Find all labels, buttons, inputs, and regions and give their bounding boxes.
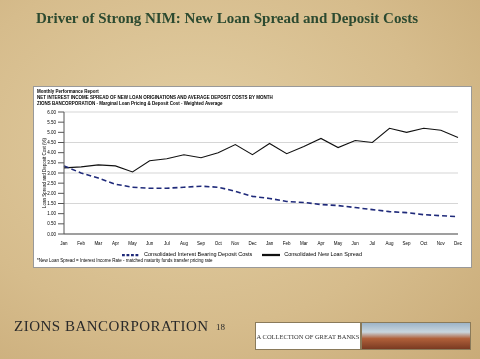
svg-text:Mar: Mar bbox=[94, 241, 102, 246]
svg-text:2.50: 2.50 bbox=[47, 181, 56, 186]
svg-text:Oct: Oct bbox=[420, 241, 428, 246]
html-text:ZIONS BANCORPORATION: ZIONS BANCORPORATION bbox=[14, 318, 209, 334]
html-text:Consolidated New Loan Spread: Consolidated New Loan Spread bbox=[284, 251, 362, 258]
svg-text:3.00: 3.00 bbox=[47, 171, 56, 176]
svg-text:0.00: 0.00 bbox=[47, 232, 56, 237]
svg-text:0.50: 0.50 bbox=[47, 221, 56, 226]
svg-text:Mar: Mar bbox=[300, 241, 308, 246]
svg-text:Jan: Jan bbox=[266, 241, 274, 246]
svg-text:Apr: Apr bbox=[317, 241, 325, 246]
svg-text:2.00: 2.00 bbox=[47, 191, 56, 196]
html-text:Consolidated Interest Bearing: Consolidated Interest Bearing Deposit Co… bbox=[144, 251, 253, 258]
svg-text:5.50: 5.50 bbox=[47, 120, 56, 125]
svg-text:Dec: Dec bbox=[248, 241, 257, 246]
svg-text:Jun: Jun bbox=[352, 241, 360, 246]
svg-text:Aug: Aug bbox=[180, 241, 189, 246]
svg-text:Sep: Sep bbox=[403, 241, 412, 246]
svg-text:4.50: 4.50 bbox=[47, 140, 56, 145]
svg-text:4.00: 4.00 bbox=[47, 150, 56, 155]
svg-text:Aug: Aug bbox=[385, 241, 394, 246]
svg-text:Feb: Feb bbox=[283, 241, 291, 246]
svg-text:1.50: 1.50 bbox=[47, 201, 56, 206]
svg-text:5.00: 5.00 bbox=[47, 130, 56, 135]
svg-text:Apr: Apr bbox=[112, 241, 120, 246]
svg-text:Jan: Jan bbox=[60, 241, 68, 246]
html-text:ZIONS BANCORPORATION - Margina: ZIONS BANCORPORATION - Marginal Loan Pri… bbox=[37, 101, 223, 106]
svg-text:Jun: Jun bbox=[146, 241, 154, 246]
svg-text:May: May bbox=[128, 241, 137, 246]
svg-text:Loan Spread and Deposit Cost (: Loan Spread and Deposit Cost (%) bbox=[42, 138, 47, 208]
svg-text:Feb: Feb bbox=[77, 241, 85, 246]
svg-text:Jul: Jul bbox=[164, 241, 170, 246]
svg-text:1.00: 1.00 bbox=[47, 211, 56, 216]
html-text:Driver of Strong NIM: New Loan: Driver of Strong NIM: New Loan Spread an… bbox=[36, 10, 419, 26]
svg-text:3.50: 3.50 bbox=[47, 160, 56, 165]
html-text:18: 18 bbox=[216, 322, 225, 332]
html-text:NET INTEREST INCOME SPREAD OF: NET INTEREST INCOME SPREAD OF NEW LOAN O… bbox=[37, 95, 273, 100]
html-text:Monthly Performance Report: Monthly Performance Report bbox=[37, 89, 99, 94]
html-text:A COLLECTION OF GREAT BANKS: A COLLECTION OF GREAT BANKS bbox=[256, 332, 360, 340]
svg-text:May: May bbox=[334, 241, 343, 246]
svg-text:Dec: Dec bbox=[454, 241, 463, 246]
svg-text:Jul: Jul bbox=[369, 241, 375, 246]
html-text:*New Loan Spread = Interest In: *New Loan Spread = Interest Income Rate … bbox=[37, 258, 213, 263]
svg-text:Oct: Oct bbox=[215, 241, 223, 246]
svg-text:Nov: Nov bbox=[231, 241, 240, 246]
svg-text:Nov: Nov bbox=[437, 241, 446, 246]
svg-text:Sep: Sep bbox=[197, 241, 206, 246]
svg-text:6.00: 6.00 bbox=[47, 110, 56, 115]
